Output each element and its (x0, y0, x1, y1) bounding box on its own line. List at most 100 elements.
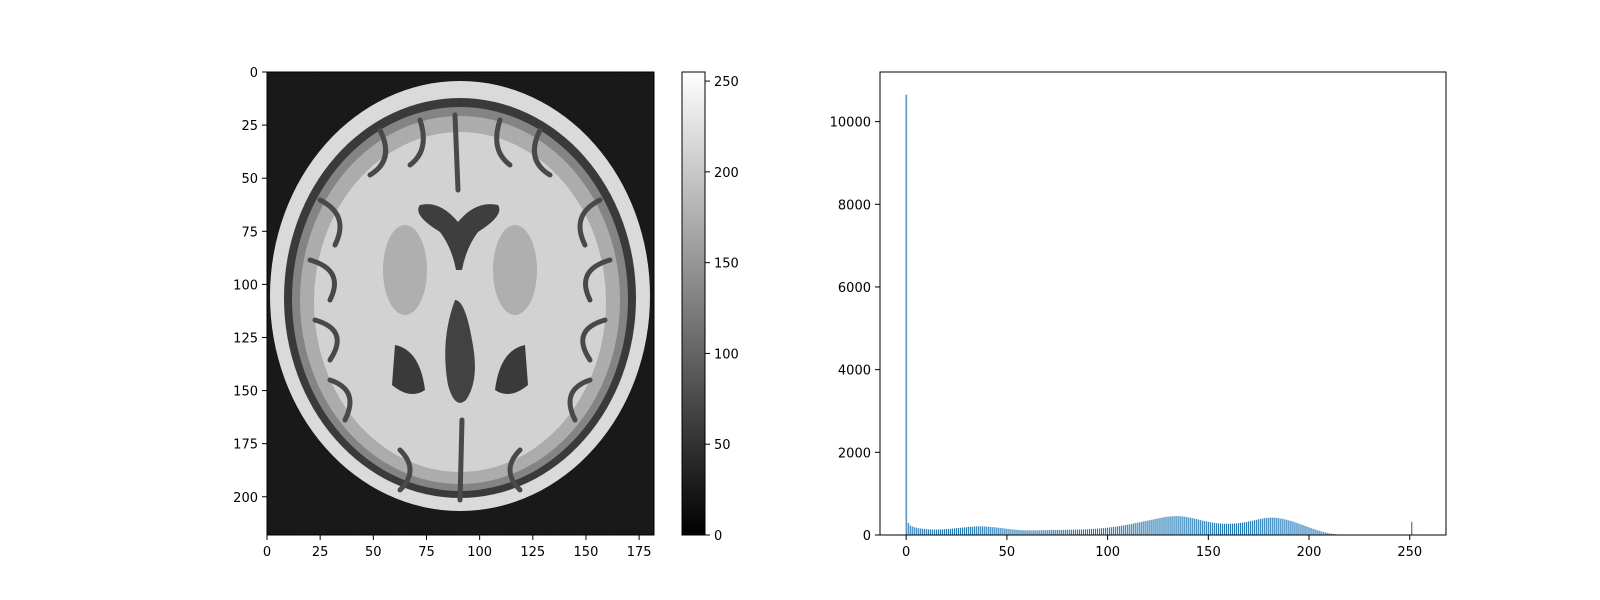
histogram-bar (911, 526, 913, 535)
histogram-bar (1096, 528, 1099, 535)
histogram-bar (917, 528, 919, 535)
histogram-bar (1179, 516, 1181, 535)
histogram-bar (1151, 519, 1153, 535)
image-y-tick-label: 75 (241, 225, 258, 240)
histogram-bar (1094, 528, 1097, 535)
colorbar-tick-label: 250 (714, 75, 739, 90)
histogram-bar (1244, 522, 1246, 535)
histogram-bar (1310, 528, 1312, 535)
histogram-bar (1306, 526, 1308, 535)
histogram-bar (1127, 524, 1129, 535)
histogram-bar (974, 526, 976, 535)
histogram-bar (1332, 533, 1334, 535)
histogram-y-tick-label: 2000 (838, 446, 871, 461)
image-y-tick-label: 0 (250, 66, 258, 81)
histogram-bar (1193, 518, 1195, 535)
histogram-bar (1252, 520, 1254, 535)
histogram-bar (1064, 529, 1066, 535)
histogram-bar (1028, 530, 1030, 535)
image-x-tick-label: 25 (312, 545, 329, 560)
histogram-bar (1068, 529, 1070, 535)
histogram-bar (1080, 529, 1082, 535)
histogram-bar (1034, 530, 1036, 535)
histogram-bar (1058, 529, 1060, 535)
histogram-bar (1181, 516, 1183, 535)
histogram-bar (915, 527, 917, 535)
image-x-tick-label: 50 (365, 545, 382, 560)
histogram-bar (1048, 530, 1050, 535)
histogram-bar (1105, 527, 1107, 535)
histogram-bar (1123, 525, 1125, 535)
histogram-y-tick-label: 8000 (838, 198, 871, 213)
image-y-tick-label: 100 (233, 278, 258, 293)
histogram-y-ticks: 0 2000 4000 6000 8000 10000 (830, 116, 880, 544)
histogram-bar (1314, 529, 1316, 535)
histogram-bar (1086, 529, 1089, 535)
mri-noise-overlay (267, 72, 654, 535)
histogram-bar (1205, 521, 1207, 535)
histogram-bar (1320, 531, 1322, 535)
histogram-bar (1018, 529, 1020, 535)
image-y-tick-label: 50 (241, 172, 258, 187)
histogram-bar (1308, 527, 1310, 535)
histogram-bar (1233, 523, 1236, 535)
histogram-bar (1171, 516, 1173, 535)
histogram-bar (1272, 517, 1274, 535)
image-x-tick-label: 125 (520, 545, 545, 560)
histogram-y-tick-label: 10000 (830, 116, 871, 131)
histogram-bar (1052, 529, 1054, 535)
histogram-bar (1183, 516, 1185, 535)
histogram-bar (1088, 529, 1091, 535)
histogram-bar (1038, 530, 1040, 535)
histogram-frame (879, 71, 1447, 536)
histogram-bar (1066, 529, 1068, 535)
histogram-bar (1062, 529, 1064, 535)
histogram-bar (1032, 530, 1034, 535)
histogram-bar (1322, 531, 1324, 535)
histogram-bar (1270, 517, 1272, 535)
histogram-bar (1262, 518, 1264, 535)
histogram-bar (1203, 520, 1205, 535)
histogram-bar (1074, 529, 1076, 535)
histogram-bar (1036, 530, 1038, 535)
histogram-bar (1292, 521, 1294, 535)
histogram-bar (1101, 528, 1103, 535)
colorbar-frame (681, 71, 706, 536)
histogram-bar (1229, 523, 1232, 535)
histogram-bar (1264, 518, 1266, 535)
histogram-bar (941, 529, 943, 535)
histogram-bar (1239, 522, 1242, 535)
histogram-bar (1300, 524, 1302, 535)
image-y-tick-label: 150 (233, 385, 258, 400)
histogram-bar (998, 527, 1000, 535)
histogram-bar (947, 528, 950, 535)
histogram-bar (1237, 523, 1240, 535)
histogram-bar (905, 94, 907, 536)
histogram-bar (996, 527, 998, 535)
histogram-bar (1177, 516, 1179, 535)
histogram-x-ticks: 0 50 100 150 200 250 (902, 535, 1422, 560)
histogram-bar (1111, 527, 1113, 535)
histogram-bar (1175, 516, 1177, 535)
histogram-x-tick-label: 150 (1196, 545, 1221, 560)
histogram-bar (1284, 519, 1286, 535)
histogram-bar (1002, 528, 1004, 535)
histogram-bar (1274, 517, 1276, 535)
histogram-bar (1082, 529, 1084, 535)
histogram-bar (1022, 530, 1024, 535)
histogram-x-tick-label: 100 (1095, 545, 1120, 560)
histogram-bar (1006, 528, 1008, 535)
histogram-bar (1145, 520, 1147, 535)
histogram-bar (1246, 521, 1248, 535)
histogram-bar (1054, 529, 1056, 535)
histogram-bar (1129, 524, 1131, 535)
histogram-bar (913, 527, 915, 535)
histogram-axes: 0 50 100 150 200 250 0 2000 4000 6000 8000 10000 (830, 71, 1447, 560)
histogram-bar (1217, 523, 1219, 535)
histogram-bar (988, 526, 990, 535)
histogram-bar (1016, 529, 1018, 535)
histogram-bar (907, 522, 909, 535)
histogram-bar (1268, 517, 1270, 535)
histogram-bar (1276, 517, 1278, 535)
histogram-bar (1199, 520, 1201, 535)
